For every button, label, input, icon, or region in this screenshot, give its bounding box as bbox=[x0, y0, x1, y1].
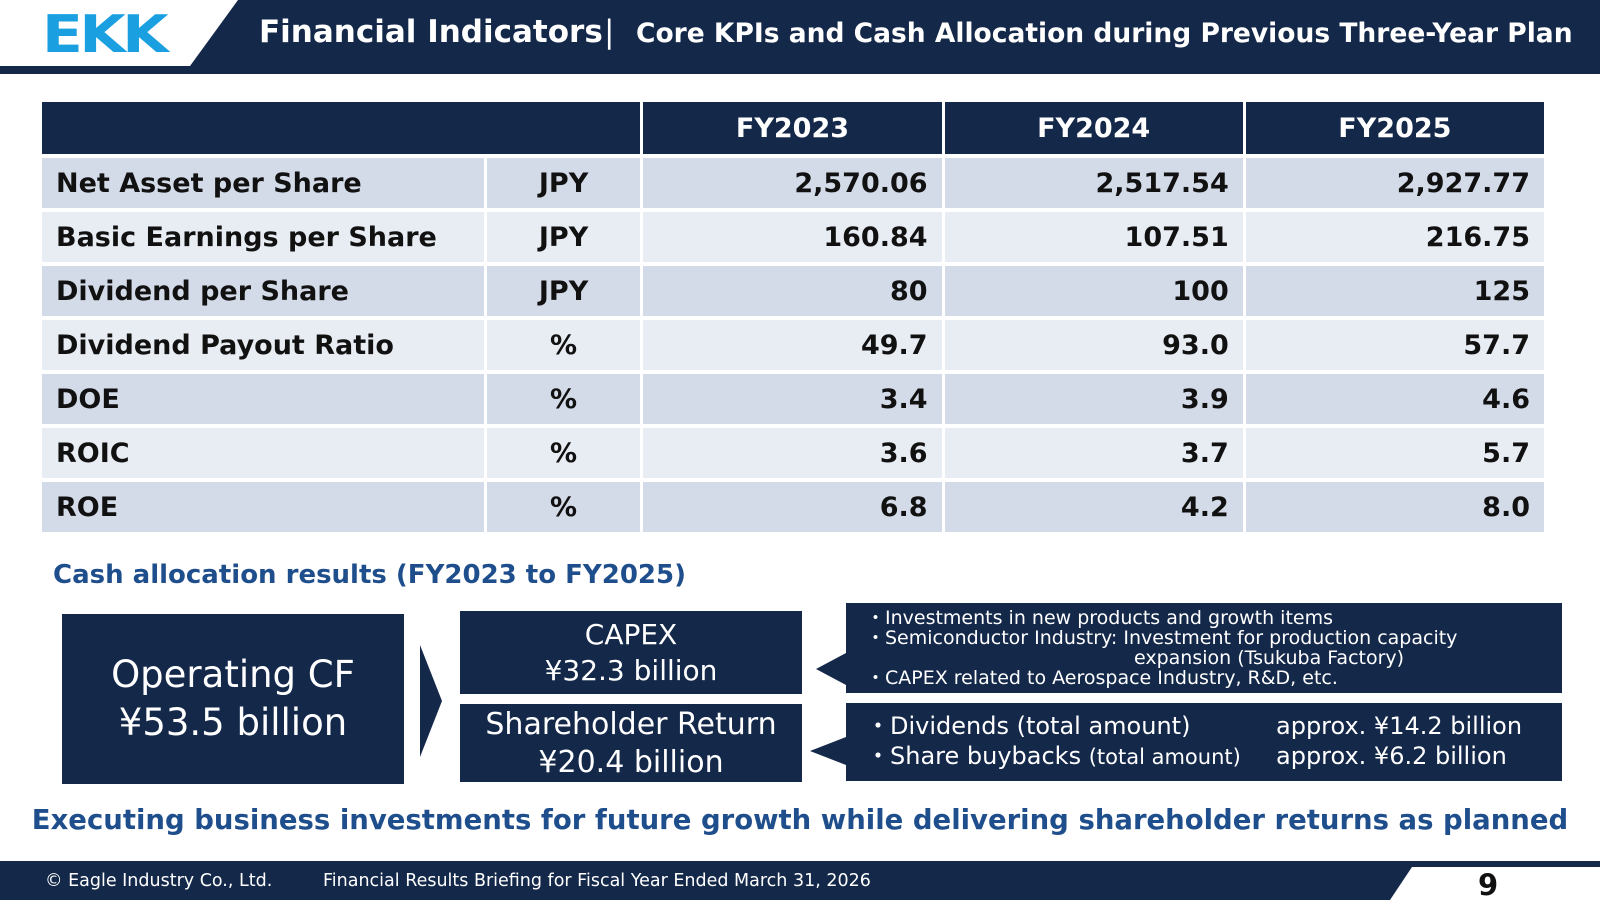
cell-value: 107.51 bbox=[944, 212, 1243, 262]
col-header-fy2024: FY2024 bbox=[944, 102, 1243, 154]
return-details-callout: ・Dividends (total amount) approx. ¥14.2 … bbox=[810, 703, 1562, 781]
page-number-area bbox=[1390, 867, 1600, 900]
cell-value: 3.4 bbox=[643, 374, 942, 424]
capex-detail-item: ・Investments in new products and growth … bbox=[866, 607, 1334, 629]
table-row: Dividend per Share JPY 80 100 125 bbox=[42, 266, 1544, 316]
return-detail-qualifier: (total amount) bbox=[1088, 745, 1241, 769]
cell-value: 57.7 bbox=[1245, 320, 1544, 370]
row-unit: % bbox=[486, 320, 641, 370]
row-unit: JPY bbox=[486, 158, 641, 208]
row-label: Dividend per Share bbox=[42, 266, 484, 316]
row-label: ROE bbox=[42, 482, 484, 532]
kpi-header-row: FY2023 FY2024 FY2025 bbox=[42, 102, 1544, 154]
col-header-fy2025: FY2025 bbox=[1245, 102, 1544, 154]
capex-details-callout: ・Investments in new products and growth … bbox=[816, 603, 1562, 693]
table-row: Net Asset per Share JPY 2,570.06 2,517.5… bbox=[42, 158, 1544, 208]
shareholder-return-box: Shareholder Return ¥20.4 billion bbox=[460, 704, 802, 782]
callout-pointer bbox=[810, 737, 846, 765]
capex-label: CAPEX bbox=[584, 618, 678, 651]
return-detail-label-wrap: ・Share buybacks (total amount) bbox=[866, 741, 1241, 772]
row-unit: % bbox=[486, 374, 641, 424]
return-detail-amount: approx. ¥6.2 billion bbox=[1276, 742, 1507, 770]
table-row: ROE % 6.8 4.2 8.0 bbox=[42, 482, 1544, 532]
row-unit: % bbox=[486, 482, 641, 532]
page-number: 9 bbox=[1478, 868, 1499, 902]
page-title: Financial Indicators bbox=[259, 14, 603, 50]
return-detail-label: ・Share buybacks bbox=[866, 742, 1082, 770]
cell-value: 93.0 bbox=[944, 320, 1243, 370]
footer-title: Financial Results Briefing for Fiscal Ye… bbox=[323, 871, 871, 891]
kpi-header-blank bbox=[42, 102, 641, 154]
cell-value: 2,517.54 bbox=[944, 158, 1243, 208]
return-detail-amount: approx. ¥14.2 billion bbox=[1276, 712, 1523, 740]
row-unit: JPY bbox=[486, 212, 641, 262]
cell-value: 49.7 bbox=[643, 320, 942, 370]
cell-value: 3.6 bbox=[643, 428, 942, 478]
return-detail-label: ・Dividends (total amount) bbox=[866, 712, 1191, 740]
cell-value: 4.2 bbox=[944, 482, 1243, 532]
cell-value: 160.84 bbox=[643, 212, 942, 262]
cell-value: 3.7 bbox=[944, 428, 1243, 478]
capex-detail-item: ・Semiconductor Industry: Investment for … bbox=[866, 627, 1458, 649]
conclusion-statement: Executing business investments for futur… bbox=[31, 804, 1569, 836]
row-label: Basic Earnings per Share bbox=[42, 212, 484, 262]
callout-pointer bbox=[816, 653, 846, 685]
cell-value: 8.0 bbox=[1245, 482, 1544, 532]
capex-amount: ¥32.3 billion bbox=[544, 654, 718, 687]
capex-detail-item: ・CAPEX related to Aerospace Industry, R&… bbox=[866, 667, 1338, 689]
operating-cf-amount: ¥53.5 billion bbox=[118, 701, 348, 744]
cell-value: 5.7 bbox=[1245, 428, 1544, 478]
cell-value: 2,570.06 bbox=[643, 158, 942, 208]
table-row: ROIC % 3.6 3.7 5.7 bbox=[42, 428, 1544, 478]
capex-box: CAPEX ¥32.3 billion bbox=[460, 611, 802, 694]
cash-allocation-title: Cash allocation results (FY2023 to FY202… bbox=[53, 560, 686, 590]
cell-value: 216.75 bbox=[1245, 212, 1544, 262]
row-label: Net Asset per Share bbox=[42, 158, 484, 208]
logo-underline bbox=[0, 66, 190, 74]
operating-cf-label: Operating CF bbox=[111, 653, 355, 696]
cell-value: 3.9 bbox=[944, 374, 1243, 424]
header-bar bbox=[0, 0, 1600, 74]
title-separator: | bbox=[604, 14, 615, 50]
kpi-table: FY2023 FY2024 FY2025 Net Asset per Share… bbox=[39, 98, 1547, 536]
copyright: © Eagle Industry Co., Ltd. bbox=[45, 871, 273, 891]
col-header-fy2023: FY2023 bbox=[643, 102, 942, 154]
row-unit: JPY bbox=[486, 266, 641, 316]
cell-value: 80 bbox=[643, 266, 942, 316]
cell-value: 2,927.77 bbox=[1245, 158, 1544, 208]
table-row: Basic Earnings per Share JPY 160.84 107.… bbox=[42, 212, 1544, 262]
company-logo: EKK bbox=[42, 5, 169, 65]
cell-value: 100 bbox=[944, 266, 1243, 316]
operating-cf-box: Operating CF ¥53.5 billion bbox=[62, 614, 404, 784]
shareholder-return-label: Shareholder Return bbox=[485, 707, 777, 742]
row-label: Dividend Payout Ratio bbox=[42, 320, 484, 370]
shareholder-return-amount: ¥20.4 billion bbox=[538, 745, 724, 780]
cell-value: 6.8 bbox=[643, 482, 942, 532]
table-row: Dividend Payout Ratio % 49.7 93.0 57.7 bbox=[42, 320, 1544, 370]
row-label: ROIC bbox=[42, 428, 484, 478]
row-unit: % bbox=[486, 428, 641, 478]
page-subtitle: Core KPIs and Cash Allocation during Pre… bbox=[636, 18, 1573, 49]
footer-bar bbox=[0, 861, 1600, 900]
row-label: DOE bbox=[42, 374, 484, 424]
cell-value: 4.6 bbox=[1245, 374, 1544, 424]
arrow-right-icon bbox=[420, 645, 442, 757]
table-row: DOE % 3.4 3.9 4.6 bbox=[42, 374, 1544, 424]
capex-detail-item: expansion (Tsukuba Factory) bbox=[1134, 647, 1405, 669]
cell-value: 125 bbox=[1245, 266, 1544, 316]
